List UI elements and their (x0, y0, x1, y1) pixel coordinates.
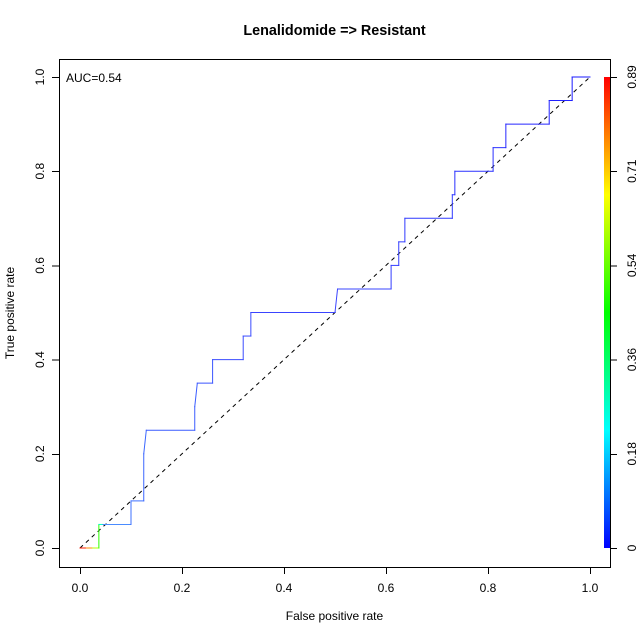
colorbar-tick-label: 0.36 (625, 348, 639, 372)
x-axis: 0.0 0.2 0.4 0.6 0.8 1.0 (72, 567, 599, 595)
colorbar-axis: 0 0.18 0.36 0.54 0.71 0.89 (610, 65, 639, 551)
x-tick-label: 0.0 (72, 581, 89, 595)
x-tick-label: 0.4 (276, 581, 293, 595)
colorbar-tick-label: 0.89 (625, 65, 639, 89)
colorbar-tick-label: 0.54 (625, 253, 639, 277)
x-axis-label: False positive rate (286, 609, 384, 623)
y-tick-label: 0.4 (33, 351, 47, 368)
chart-title: Lenalidomide => Resistant (243, 23, 426, 39)
x-tick-label: 0.6 (378, 581, 395, 595)
y-tick-label: 0.0 (33, 539, 47, 556)
y-tick-label: 0.6 (33, 257, 47, 274)
plot-frame (59, 59, 611, 568)
roc-curve-segment (143, 429, 147, 455)
y-tick-label: 0.8 (33, 163, 47, 180)
roc-curve-segment (334, 288, 339, 314)
colorbar-tick-label: 0 (625, 544, 639, 551)
colorbar-gradient (604, 77, 610, 548)
auc-annotation: AUC=0.54 (66, 71, 122, 85)
y-axis-label: True positive rate (3, 267, 17, 360)
x-tick-label: 1.0 (582, 581, 599, 595)
colorbar-tick-label: 0.71 (625, 159, 639, 183)
x-tick-label: 0.2 (174, 581, 191, 595)
y-axis: 0.0 0.2 0.4 0.6 0.8 1.0 (33, 68, 59, 556)
x-tick-label: 0.8 (480, 581, 497, 595)
roc-curve (79, 76, 591, 549)
y-tick-label: 1.0 (33, 68, 47, 85)
cutoff-colorbar (604, 77, 610, 548)
y-tick-label: 0.2 (33, 445, 47, 462)
roc-curve-segment (194, 382, 198, 408)
colorbar-tick-label: 0.18 (625, 442, 639, 466)
